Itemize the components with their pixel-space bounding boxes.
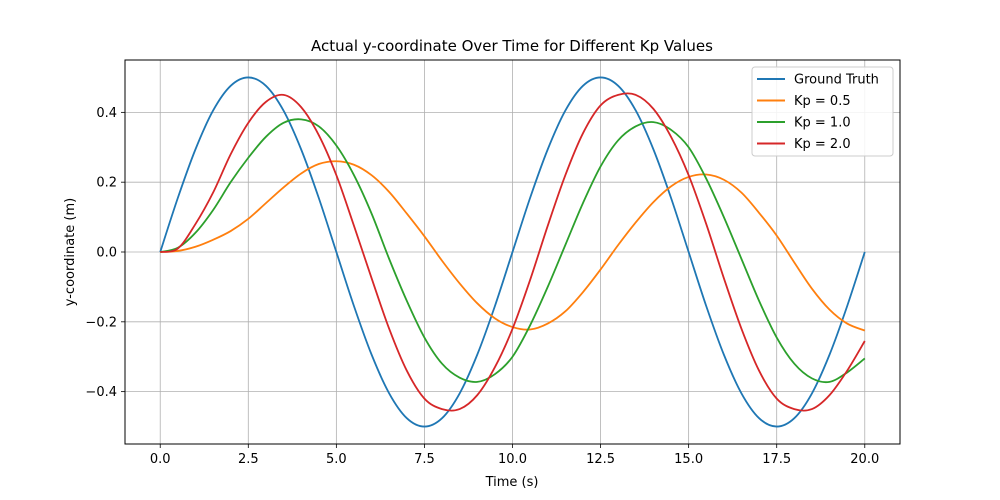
- x-tick-label: 15.0: [674, 452, 703, 467]
- x-tick-label: 17.5: [762, 452, 791, 467]
- x-tick-label: 12.5: [586, 452, 615, 467]
- legend-box: [751, 66, 894, 157]
- legend: Ground Truth Kp = 0.5 Kp = 1.0 Kp = 2.0: [751, 66, 894, 157]
- x-tick-label: 20.0: [850, 452, 879, 467]
- y-tick-label: −0.2: [85, 315, 117, 330]
- y-tick-label: 0.2: [96, 176, 117, 191]
- y-tick-label: −0.4: [85, 385, 117, 400]
- x-tick-label: 0.0: [150, 452, 171, 467]
- series-line-2: [160, 118, 866, 384]
- y-tick-label: 0.0: [96, 246, 117, 261]
- series-line-0: [159, 76, 866, 428]
- chart-title: Actual y-coordinate Over Time for Differ…: [311, 37, 713, 55]
- series-lines: [159, 76, 866, 428]
- series-line-3: [160, 92, 866, 412]
- x-axis-label: Time (s): [485, 475, 539, 490]
- legend-label: Kp = 0.5: [794, 94, 851, 109]
- legend-label: Kp = 2.0: [794, 137, 851, 152]
- x-tick-label: 7.5: [414, 452, 435, 467]
- legend-label: Kp = 1.0: [794, 116, 851, 131]
- x-tick-label: 2.5: [238, 452, 259, 467]
- y-axis-label: y-coordinate (m): [63, 198, 78, 306]
- y-axis-ticks: −0.4 −0.2 0.0 0.2 0.4: [85, 106, 125, 400]
- y-tick-label: 0.4: [96, 106, 117, 121]
- x-tick-label: 10.0: [498, 452, 527, 467]
- x-axis-ticks: 0.0 2.5 5.0 7.5 10.0 12.5 15.0 17.5 20.0: [150, 444, 879, 467]
- x-tick-label: 5.0: [326, 452, 347, 467]
- legend-label: Ground Truth: [794, 73, 879, 88]
